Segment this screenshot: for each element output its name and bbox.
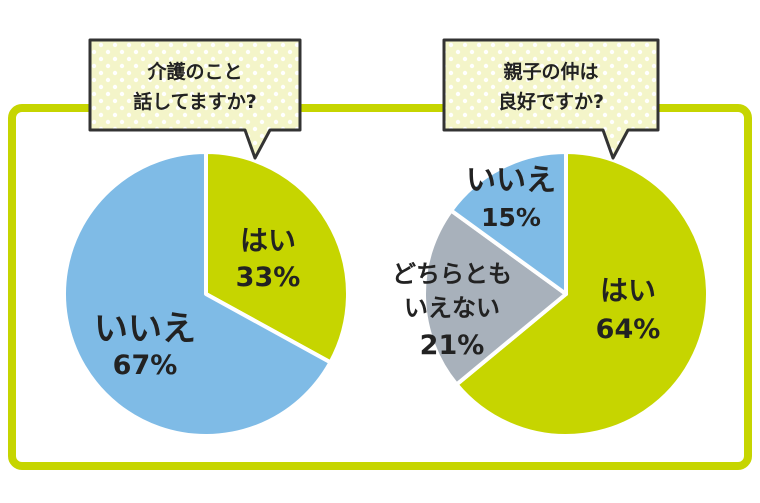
question-bubble-2: 親子の仲は 良好ですか? [442,38,660,160]
bubble-2-line-2: 良好ですか? [498,90,604,113]
pie2-neither-percent: 21% [420,330,485,361]
question-bubble-1: 介護のこと 話してますか? [88,38,302,160]
pie2-no-label: いいえ [466,163,556,198]
pie1-yes-percent: 33% [236,262,301,293]
bubble-2-shape [442,38,660,160]
pie2-slice-0 [454,150,710,438]
pie2-slice-1 [422,208,568,387]
pie1-slice-1 [62,150,333,438]
pie-chart-talk-about-care [62,150,350,438]
pie1-no-percent: 67% [113,350,178,381]
pie1-no-label: いいえ [94,309,196,349]
pie2-yes-label: はい [600,274,656,307]
pie2-no-percent: 15% [481,203,541,232]
pie1-yes-label: はい [240,224,296,257]
pie2-yes-percent: 64% [596,314,661,345]
bubble-1-line-1: 介護のこと [146,60,242,83]
pie2-neither-label-line-1: どちらとも [392,260,512,288]
pie2-neither-label-line-2: いえない [404,294,500,322]
bubble-1-line-2: 話してますか? [133,90,257,113]
bubble-1-shape [88,38,302,160]
pie-chart-parent-child-relationship [422,150,710,438]
pie2-slice-2 [449,150,568,296]
bubble-2-line-1: 親子の仲は [503,60,598,83]
pie1-slice-0 [204,150,350,365]
